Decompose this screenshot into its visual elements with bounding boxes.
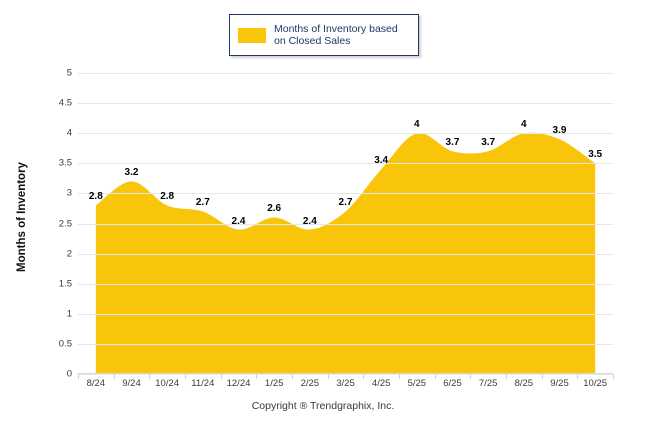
x-axis-tick-mark xyxy=(577,374,579,379)
x-axis-tick-label: 1/25 xyxy=(264,378,284,389)
gridline xyxy=(78,223,613,225)
x-axis-tick-mark xyxy=(149,374,151,379)
gridline xyxy=(78,133,613,135)
x-axis-tick-label: 8/25 xyxy=(514,378,534,389)
data-point-label: 3.2 xyxy=(124,167,139,179)
gridline xyxy=(78,283,613,285)
y-axis-tick-label: 0.5 xyxy=(58,338,72,350)
x-axis-tick-mark xyxy=(256,374,258,379)
legend-series-label: Months of Inventory based on Closed Sale… xyxy=(274,23,398,47)
y-axis-tick-label: 1 xyxy=(66,308,72,320)
data-point-label: 2.8 xyxy=(160,191,175,203)
data-point-label: 4 xyxy=(521,119,527,131)
data-point-label: 2.4 xyxy=(302,215,317,227)
plot-area xyxy=(78,73,613,375)
data-point-label: 3.7 xyxy=(481,137,496,149)
y-axis-tick-label: 1.5 xyxy=(58,278,72,290)
gridline xyxy=(78,193,613,195)
x-axis-tick-mark xyxy=(113,374,115,379)
x-axis-tick-mark xyxy=(541,374,543,379)
x-axis-tick-label: 7/25 xyxy=(478,378,498,389)
legend-color-swatch xyxy=(238,27,266,43)
x-axis-tick-label: 9/25 xyxy=(550,378,569,389)
data-point-label: 4 xyxy=(414,119,420,131)
x-axis-tick-label: 2/25 xyxy=(300,378,320,389)
y-axis-tick-label: 5 xyxy=(66,67,72,79)
y-axis-tick-label: 2 xyxy=(66,248,72,260)
x-axis-tick-mark xyxy=(292,374,293,379)
x-axis-tick-mark xyxy=(470,374,472,379)
data-point-label: 2.8 xyxy=(88,191,103,203)
gridline xyxy=(78,253,613,255)
gridline xyxy=(78,73,613,74)
x-axis-tick-mark xyxy=(434,374,436,379)
data-point-label: 3.4 xyxy=(374,155,389,167)
y-axis-tick-label: 0 xyxy=(66,368,72,380)
x-axis-tick-mark xyxy=(78,374,79,379)
data-point-label: 3.9 xyxy=(552,125,567,137)
x-axis-tick-label: 12/24 xyxy=(226,378,251,389)
x-axis-tick-label: 5/25 xyxy=(407,378,427,389)
x-axis-tick-label: 3/25 xyxy=(336,378,355,389)
gridline xyxy=(78,313,613,315)
x-axis-tick-label: 9/24 xyxy=(122,378,141,389)
y-axis-tick-label: 3.5 xyxy=(58,157,72,169)
x-axis-tick-label: 6/25 xyxy=(443,378,462,389)
x-axis-tick-label: 8/24 xyxy=(86,378,106,389)
y-axis-tick-label: 2.5 xyxy=(58,218,72,229)
x-axis-tick-mark xyxy=(185,374,186,379)
x-axis-tick-mark xyxy=(327,374,329,379)
y-axis-tick-label: 4 xyxy=(66,127,72,139)
x-axis-tick-mark xyxy=(399,374,400,379)
data-point-label: 2.7 xyxy=(195,197,210,209)
x-axis-tick-label: 11/24 xyxy=(191,378,215,389)
data-point-label: 3.7 xyxy=(445,137,460,149)
y-axis-tick-label: 4.5 xyxy=(58,97,72,109)
gridline xyxy=(78,103,613,105)
x-axis-tick-mark xyxy=(220,374,222,379)
x-axis-tick-mark xyxy=(363,374,365,379)
copyright-footer: Copyright ® Trendgraphix, Inc. xyxy=(251,400,395,412)
x-axis-tick-label: 10/24 xyxy=(155,378,180,389)
axis-baseline xyxy=(78,373,613,374)
data-point-label: 3.5 xyxy=(588,149,603,161)
chart-legend: Months of Inventory based on Closed Sale… xyxy=(229,14,419,56)
data-point-label: 2.7 xyxy=(338,197,353,209)
gridline xyxy=(78,343,613,345)
x-axis-tick-label: 4/25 xyxy=(371,378,391,389)
x-axis-tick-mark xyxy=(506,374,507,379)
gridline xyxy=(78,163,613,165)
gridline xyxy=(78,374,613,375)
x-axis-tick-mark xyxy=(613,374,614,379)
data-point-label: 2.4 xyxy=(231,215,246,227)
x-axis-tick-label: 10/25 xyxy=(583,378,608,389)
data-point-label: 2.6 xyxy=(267,203,282,215)
area-series-path xyxy=(95,132,596,374)
y-axis-tick-label: 3 xyxy=(66,187,72,199)
